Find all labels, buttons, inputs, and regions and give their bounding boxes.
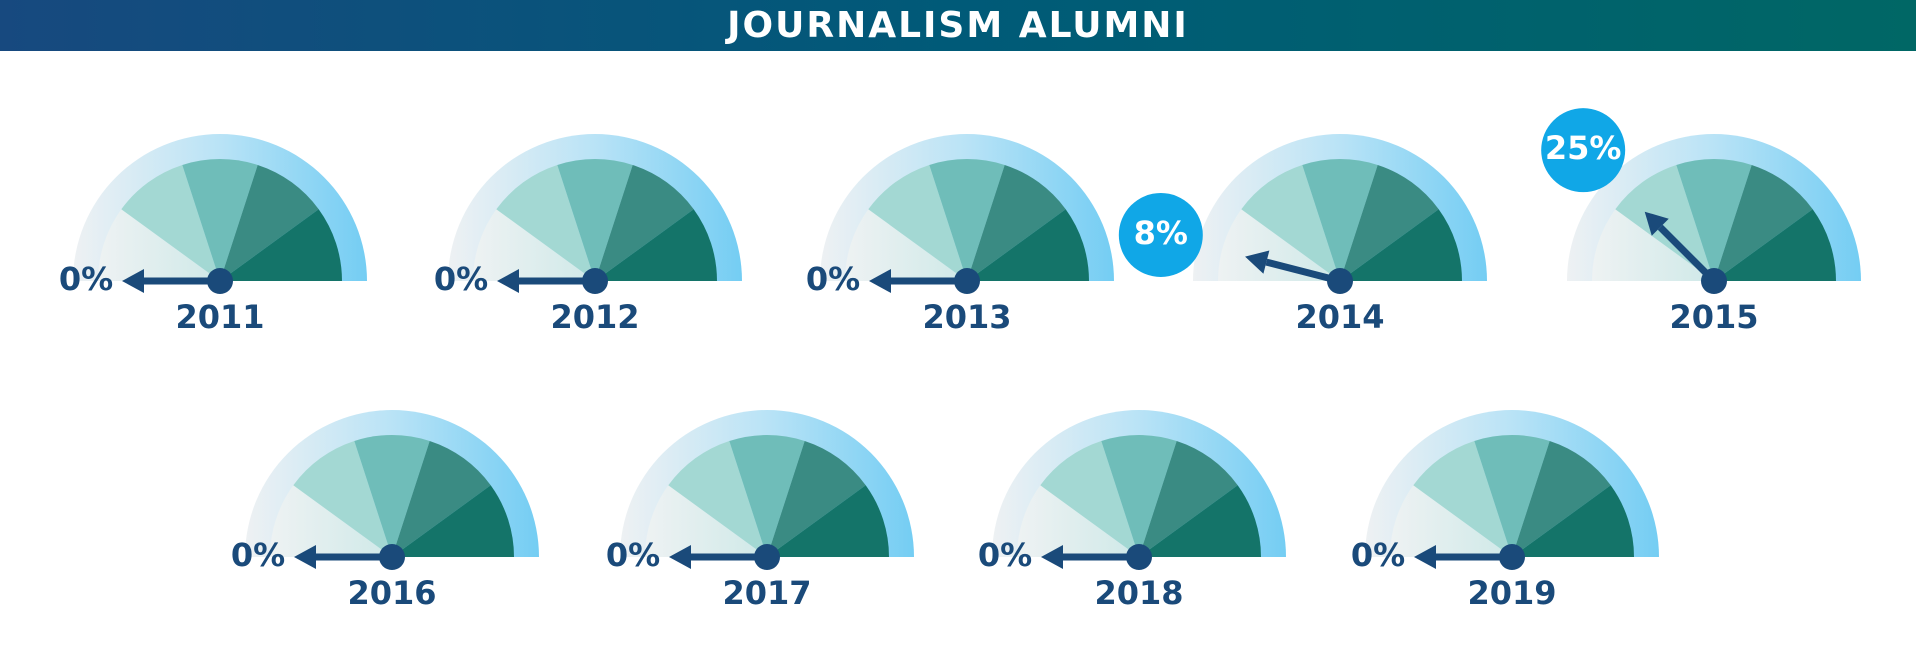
gauge-segment (392, 485, 514, 557)
needle-pivot (207, 268, 233, 294)
gauge-segment (645, 485, 767, 557)
value-label: 0% (231, 536, 285, 574)
gauge-segment (121, 164, 220, 281)
gauge-segment (595, 164, 694, 281)
gauge-segment (392, 440, 491, 557)
gauge-segment (729, 435, 805, 557)
gauge-segment (354, 435, 430, 557)
needle-pivot (1701, 268, 1727, 294)
gauge-segment (1676, 159, 1752, 281)
chart-title: JOURNALISM ALUMNI (724, 5, 1189, 46)
gauge-segment (1340, 209, 1462, 281)
gauge: 2012 0% (434, 134, 742, 336)
gauge: 2017 0% (606, 410, 914, 612)
year-label: 2016 (347, 574, 436, 612)
year-label: 2019 (1467, 574, 1556, 612)
value-label: 0% (806, 260, 860, 298)
year-label: 2012 (550, 298, 639, 336)
gauge-segment (1139, 440, 1238, 557)
needle-head (497, 269, 519, 293)
gauge: 2011 0% (59, 134, 367, 336)
year-label: 2018 (1094, 574, 1183, 612)
value-label: 25% (1545, 129, 1622, 167)
gauge-segment (845, 209, 967, 281)
gauge-segment (1390, 485, 1512, 557)
gauge-segment (1512, 485, 1634, 557)
gauge-segment (270, 485, 392, 557)
gauge-segment (1040, 440, 1139, 557)
needle-head (1644, 211, 1669, 236)
gauge-segment (182, 159, 258, 281)
needle-head (122, 269, 144, 293)
value-label: 0% (606, 536, 660, 574)
gauge-segment (1714, 164, 1813, 281)
gauge-segment (1101, 435, 1177, 557)
needle-pivot (1327, 268, 1353, 294)
value-label: 0% (434, 260, 488, 298)
value-label: 8% (1134, 214, 1188, 252)
needle-pivot (754, 544, 780, 570)
year-label: 2017 (722, 574, 811, 612)
gauge-segment (595, 209, 717, 281)
year-label: 2015 (1669, 298, 1758, 336)
gauge-segment (1139, 485, 1261, 557)
value-label: 0% (1351, 536, 1405, 574)
gauge-segment (473, 209, 595, 281)
gauge-segment (1474, 435, 1550, 557)
gauge: 2016 0% (231, 410, 539, 612)
year-label: 2014 (1295, 298, 1384, 336)
year-label: 2011 (175, 298, 264, 336)
gauge: 2013 0% (806, 134, 1114, 336)
gauge-segment (967, 209, 1089, 281)
gauge-segment (1241, 164, 1340, 281)
gauge-segment (767, 485, 889, 557)
gauge-segment (1302, 159, 1378, 281)
needle-pivot (582, 268, 608, 294)
needle-head (1041, 545, 1063, 569)
value-label: 0% (59, 260, 113, 298)
gauge-segment (929, 159, 1005, 281)
gauge-segment (1592, 209, 1714, 281)
gauge-segment (220, 164, 319, 281)
needle-pivot (954, 268, 980, 294)
gauge-segment (1714, 209, 1836, 281)
value-bubble (1118, 192, 1203, 277)
gauge-segment (1017, 485, 1139, 557)
gauge: 2018 0% (978, 410, 1286, 612)
gauge-segment (1340, 164, 1439, 281)
year-label: 2013 (922, 298, 1011, 336)
gauge-segment (1512, 440, 1611, 557)
gauge-segment (668, 440, 767, 557)
gauge-segment (868, 164, 967, 281)
gauge-segment (98, 209, 220, 281)
gauge-segment (496, 164, 595, 281)
gauge: 2014 8% (1118, 134, 1487, 336)
gauge-segment (967, 164, 1066, 281)
needle-head (669, 545, 691, 569)
gauge-segment (1413, 440, 1512, 557)
gauge-segment (557, 159, 633, 281)
needle-pivot (1499, 544, 1525, 570)
needle-pivot (379, 544, 405, 570)
gauge-segment (220, 209, 342, 281)
needle-head (1414, 545, 1436, 569)
value-label: 0% (978, 536, 1032, 574)
gauge-segment (293, 440, 392, 557)
needle-head (1245, 250, 1270, 274)
gauge-segment (1218, 209, 1340, 281)
needle-pivot (1126, 544, 1152, 570)
value-bubble (1541, 108, 1626, 193)
gauge: 2015 25% (1541, 108, 1861, 336)
needle-head (869, 269, 891, 293)
gauge-segment (767, 440, 866, 557)
needle-head (294, 545, 316, 569)
header-bar (0, 0, 1916, 51)
gauge: 2019 0% (1351, 410, 1659, 612)
